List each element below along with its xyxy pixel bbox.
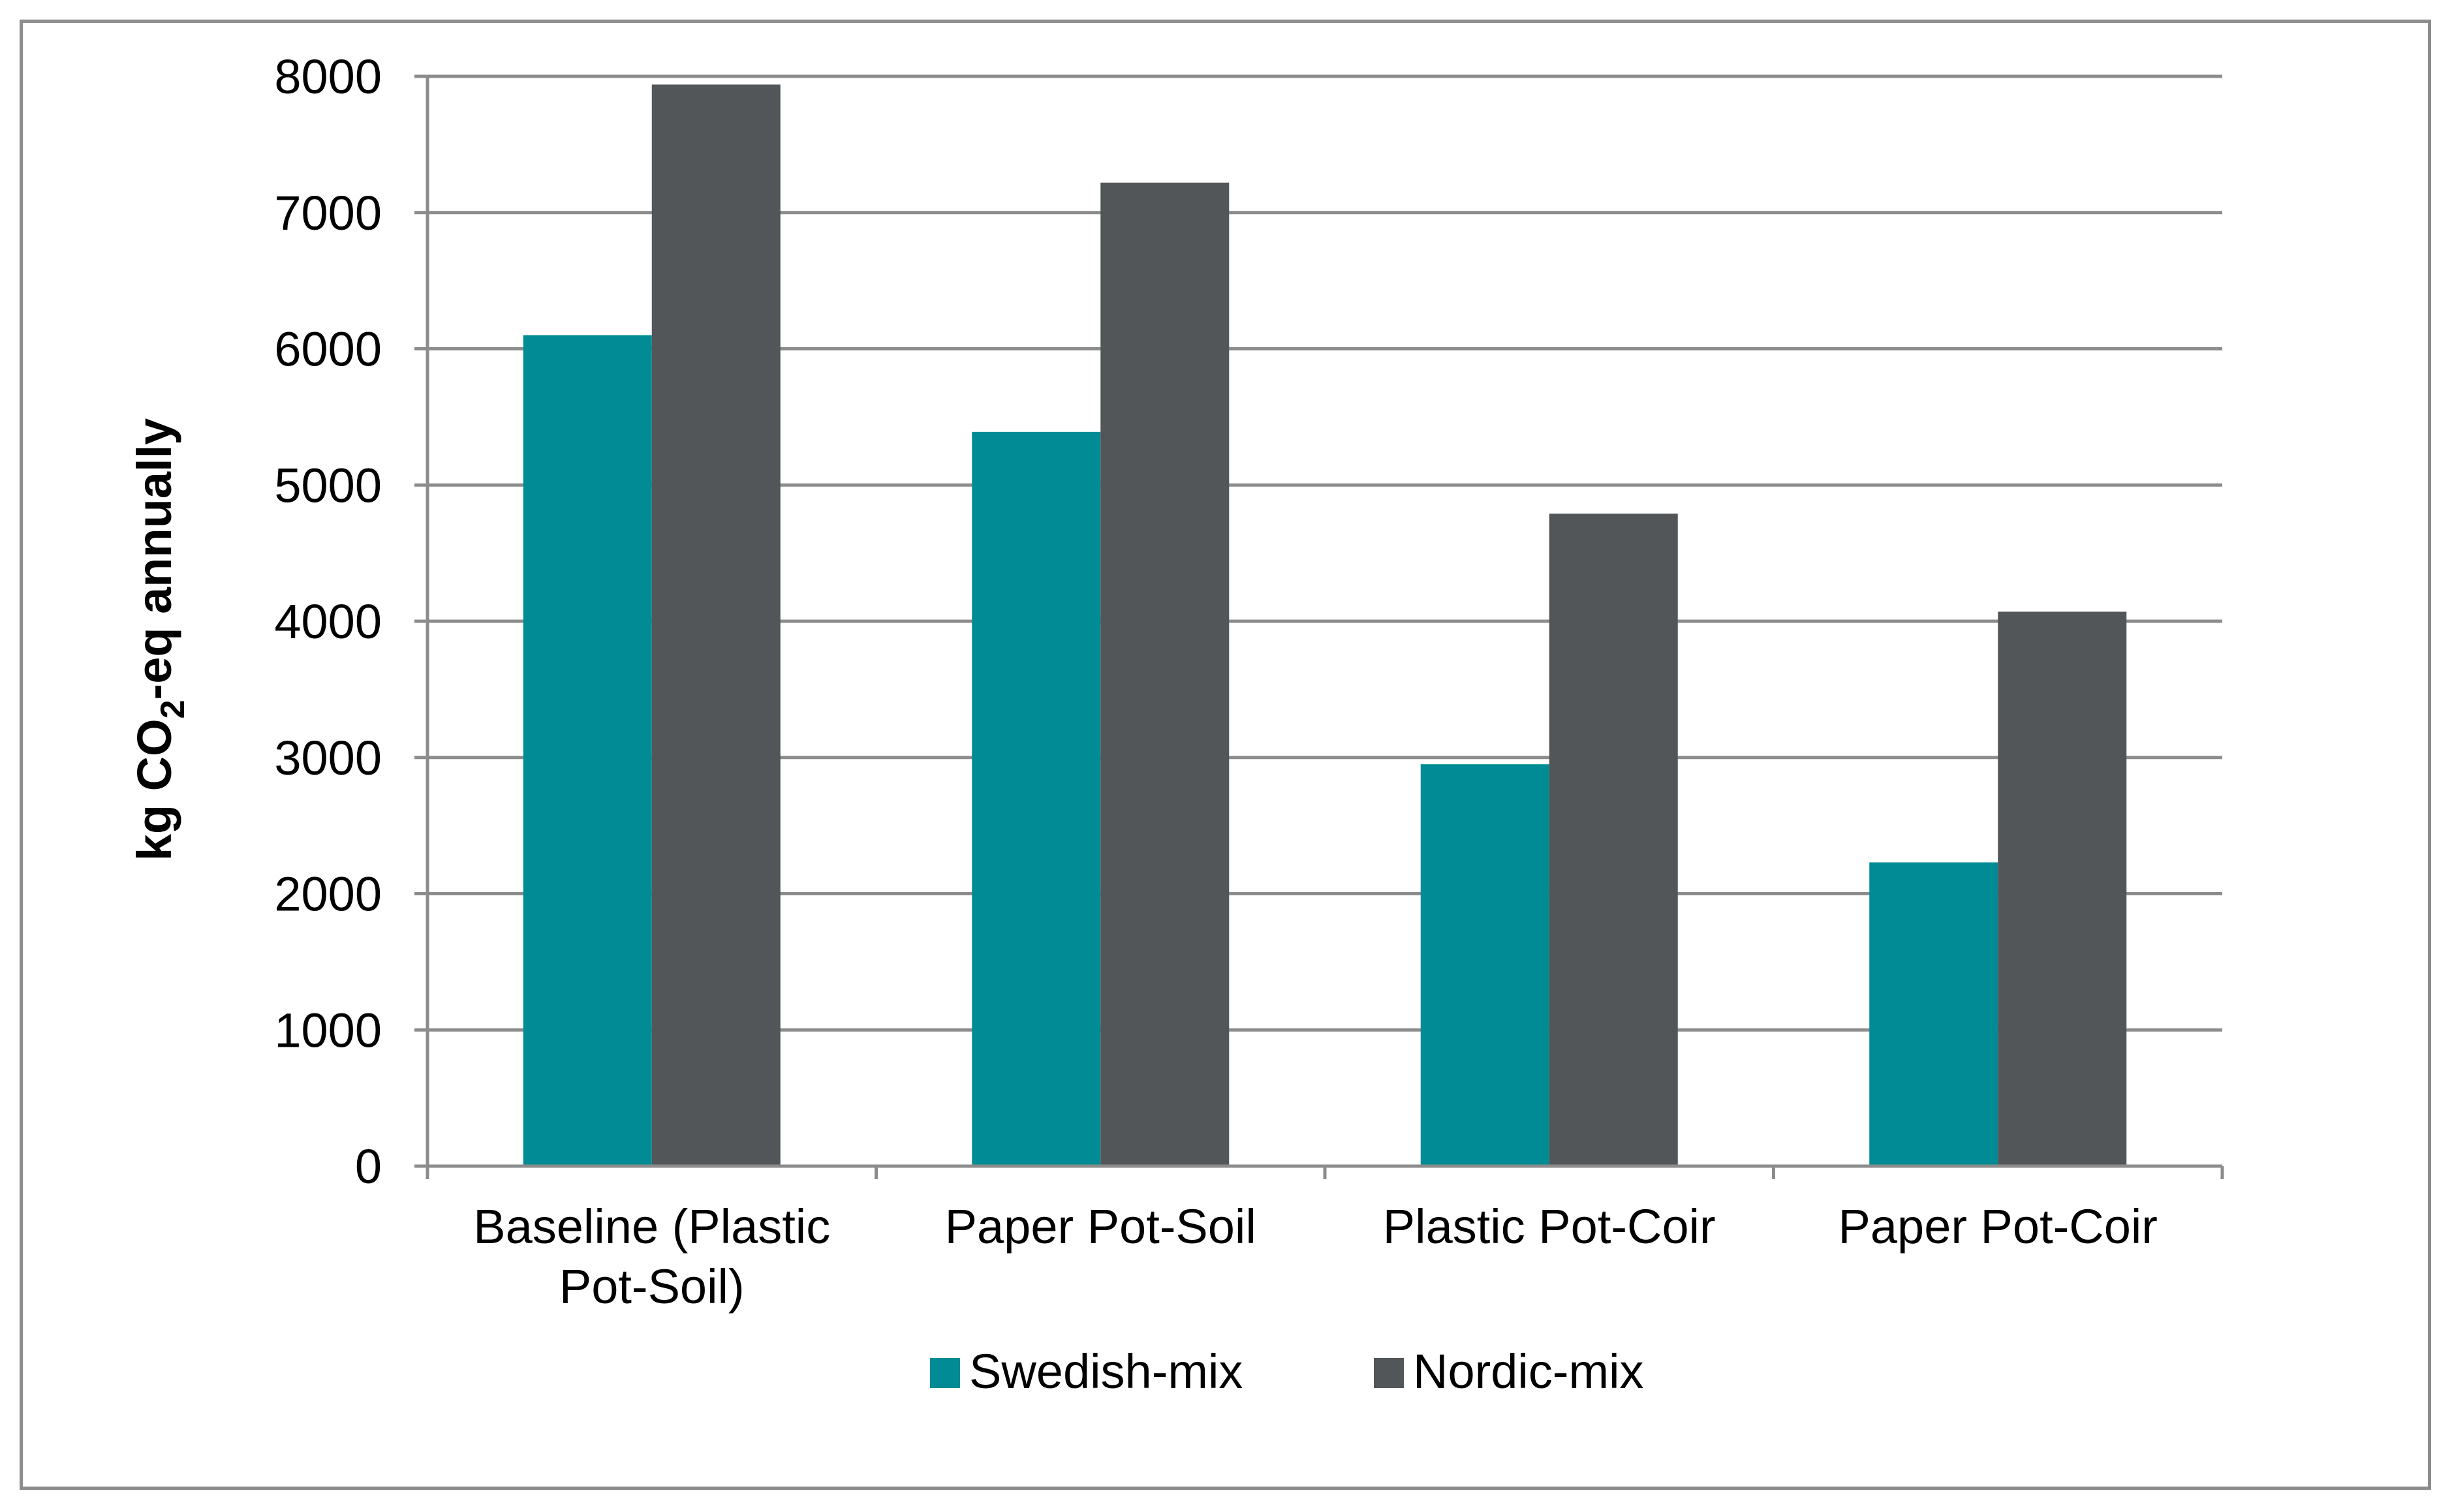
y-tick-label: 4000 — [274, 594, 382, 649]
y-tick-label: 3000 — [274, 731, 382, 785]
x-category-label: Plastic Pot-Coir — [1383, 1199, 1716, 1254]
y-tick-label: 5000 — [274, 458, 382, 512]
bar-swedish-mix — [972, 431, 1101, 1166]
x-category-label: Pot-Soil) — [559, 1259, 745, 1314]
y-axis-label-sub: 2 — [154, 700, 192, 718]
legend-swatch — [930, 1358, 960, 1388]
y-axis-label-post: -eq annually — [127, 418, 181, 700]
bar-nordic-mix — [1100, 182, 1230, 1167]
y-axis-label: kg CO2-eq annually — [127, 418, 192, 861]
y-tick-label: 2000 — [274, 867, 382, 921]
axes — [414, 74, 2224, 1179]
y-tick-label: 0 — [355, 1139, 382, 1194]
y-tick-label: 8000 — [274, 50, 382, 104]
legend-swatch — [1374, 1358, 1404, 1388]
x-category-label: Baseline (Plastic — [473, 1199, 830, 1254]
legend-label: Swedish-mix — [969, 1344, 1243, 1398]
x-category-label: Paper Pot-Soil — [945, 1199, 1256, 1254]
y-tick-label: 7000 — [274, 186, 382, 240]
bar-nordic-mix — [651, 84, 781, 1166]
y-tick-label: 6000 — [274, 322, 382, 377]
y-tick-labels: 0 1000 2000 3000 4000 5000 6000 7000 8000 — [274, 50, 382, 1194]
bar-swedish-mix — [1420, 764, 1549, 1166]
legend-label: Nordic-mix — [1413, 1344, 1644, 1398]
bar-nordic-mix — [1549, 514, 1678, 1166]
legend: Swedish-mix Nordic-mix — [930, 1344, 1644, 1398]
x-category-label: Paper Pot-Coir — [1839, 1199, 2158, 1254]
bar-swedish-mix — [523, 335, 652, 1166]
bars — [523, 84, 2127, 1167]
y-axis-label-pre: kg CO — [127, 718, 181, 861]
y-tick-label: 1000 — [274, 1003, 382, 1057]
bar-swedish-mix — [1869, 862, 1998, 1166]
bar-nordic-mix — [1998, 611, 2127, 1166]
